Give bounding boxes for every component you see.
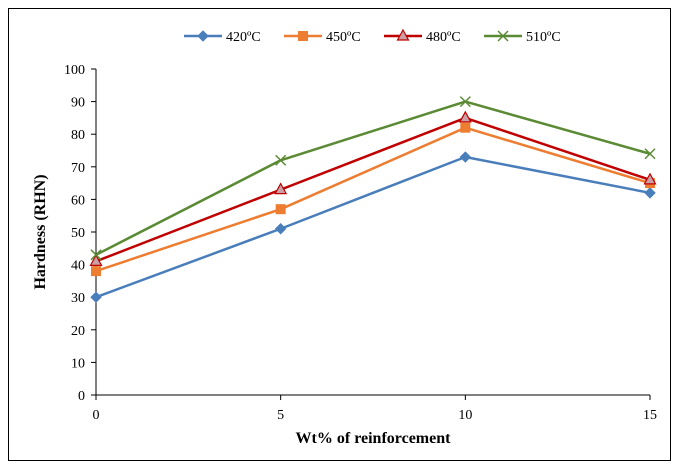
series-line: [95, 116, 651, 263]
legend-marker: [396, 28, 410, 41]
data-point: [275, 154, 287, 166]
series-line: [95, 155, 651, 299]
hardness-line-chart: 420ºC 450ºC 480ºC 510ºC 0102030405060708090…: [32, 28, 657, 447]
y-tick-label: 80: [71, 128, 85, 143]
y-tick-label: 30: [71, 291, 85, 306]
axes: 0 10 20 30 40 50 60 70 80 90 100 0 5 10 15: [64, 63, 657, 423]
x-marker-stroke: [275, 154, 287, 166]
legend-entry: 420ºC: [184, 30, 261, 45]
series-3: [89, 110, 657, 266]
legend-label: 480ºC: [426, 30, 461, 45]
y-tick-label: 0: [78, 389, 85, 404]
data-point: [90, 291, 102, 303]
series-line: [95, 100, 651, 256]
x-tick-label: 5: [277, 408, 284, 423]
legend-label: 510ºC: [526, 30, 561, 45]
data-point: [644, 187, 656, 199]
x-tick-label: 15: [643, 408, 657, 423]
series-group: [89, 96, 657, 303]
x-marker-stroke: [90, 249, 102, 261]
x-marker-stroke: [459, 96, 471, 108]
y-tick-label: 70: [71, 161, 85, 176]
legend-label: 420ºC: [226, 30, 261, 45]
x-tick-label: 10: [458, 408, 472, 423]
y-tick-label: 20: [71, 324, 85, 339]
legend-entry: 510ºC: [484, 30, 561, 45]
data-point: [458, 110, 472, 123]
legend-marker: [497, 30, 509, 42]
chart-frame: 420ºC 450ºC 480ºC 510ºC 0 10 20 30 40 50 60 70 80 90…: [8, 8, 671, 461]
legend-label: 450ºC: [326, 30, 361, 45]
data-point: [89, 254, 103, 266]
y-tick-label: 50: [71, 226, 85, 241]
y-tick-label: 60: [71, 193, 85, 208]
data-point: [459, 151, 472, 163]
x-axis-title: Wt% of reinforcement: [296, 430, 452, 447]
legend-marker: [197, 30, 209, 42]
series-4: [90, 96, 656, 261]
y-tick-label: 10: [71, 356, 85, 371]
x-marker-stroke: [644, 148, 656, 160]
data-point: [91, 266, 101, 277]
data-point: [643, 172, 657, 185]
x-tick-label: 0: [93, 408, 100, 423]
data-point: [274, 182, 288, 195]
series-1: [90, 151, 656, 303]
legend-entry: 480ºC: [384, 28, 461, 45]
legend-entry: 450ºC: [284, 30, 361, 45]
y-tick-label: 90: [71, 96, 85, 111]
data-point: [459, 96, 471, 108]
legend: 420ºC 450ºC 480ºC 510ºC: [184, 28, 561, 45]
data-point: [644, 148, 656, 160]
y-axis-title: Hardness (RHN): [32, 174, 49, 289]
data-point: [460, 122, 471, 133]
data-point: [274, 223, 287, 235]
legend-marker: [298, 31, 308, 41]
series-line: [95, 126, 651, 273]
series-2: [91, 122, 655, 277]
data-point: [90, 249, 102, 261]
y-tick-label: 100: [64, 63, 85, 78]
y-tick-label: 40: [71, 259, 85, 274]
x-marker-stroke: [497, 30, 509, 42]
data-point: [275, 204, 286, 215]
